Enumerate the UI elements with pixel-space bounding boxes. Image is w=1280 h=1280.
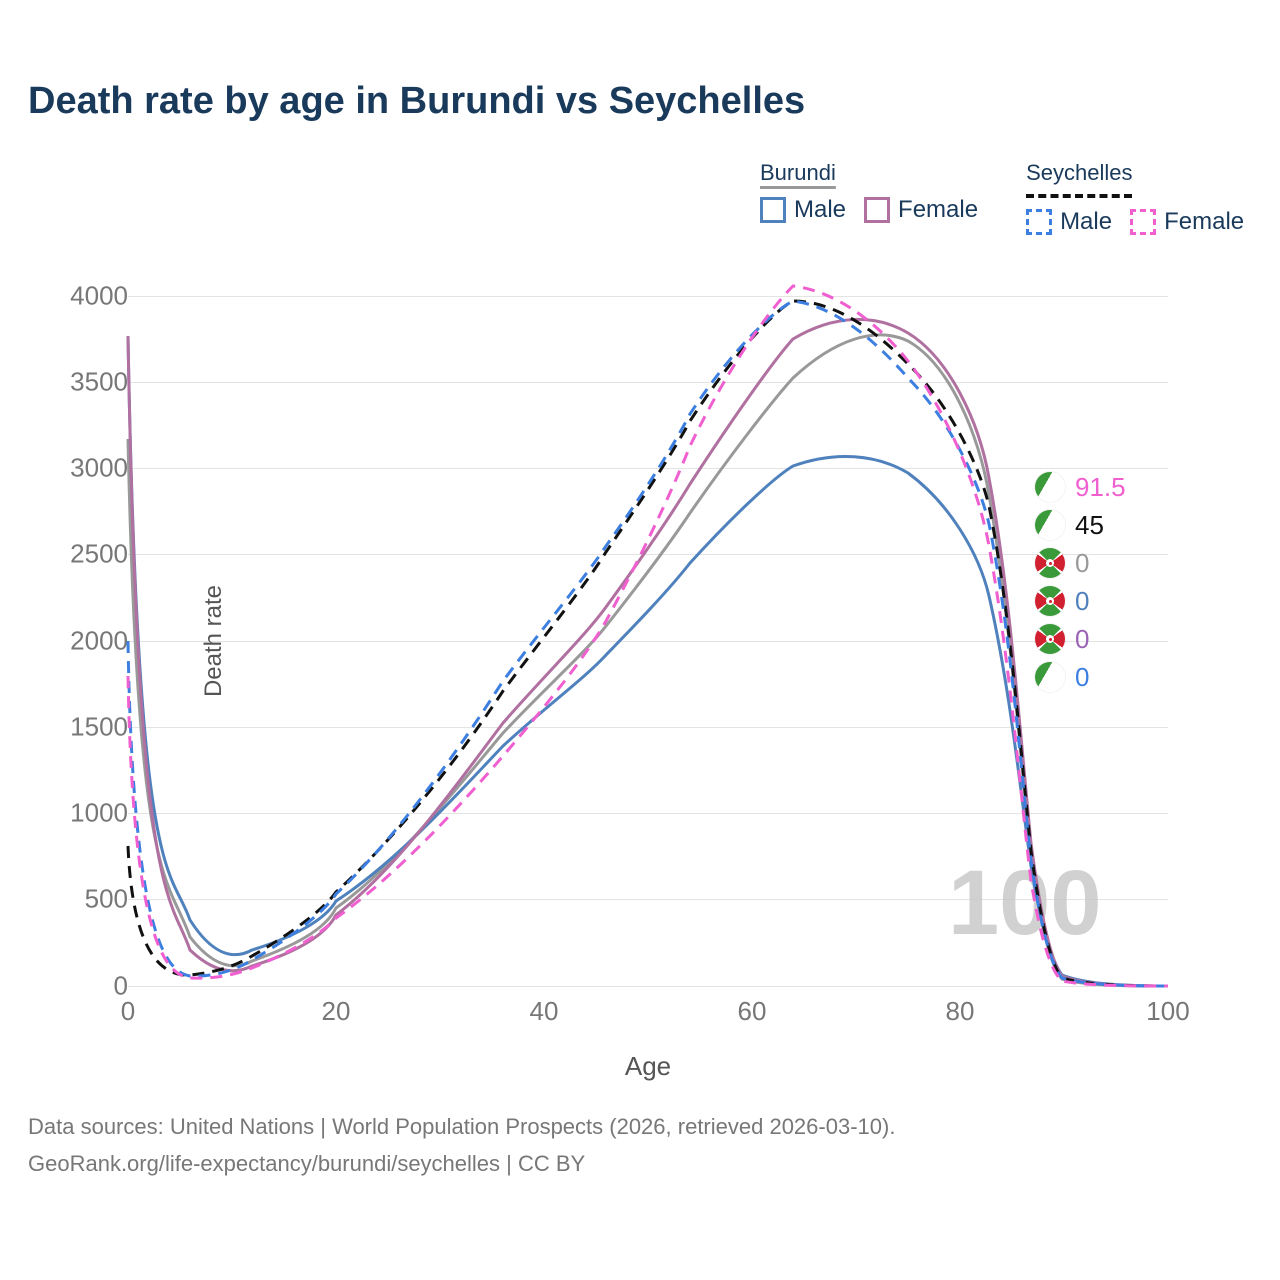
ytick-500: 500	[18, 884, 128, 915]
right-panel: 91.5 45 0 0	[1035, 468, 1126, 696]
flag-icon-burundi-2	[1035, 548, 1065, 578]
ytick-1000: 1000	[18, 798, 128, 829]
flag-icon-seychelles-0	[1035, 472, 1065, 502]
ytick-4000: 4000	[18, 281, 128, 312]
seychelles-female-label: Female	[1164, 208, 1244, 236]
ytick-1500: 1500	[18, 712, 128, 743]
flag-icon-burundi-4	[1035, 624, 1065, 654]
right-legend-value-5: 0	[1075, 662, 1089, 693]
death-rate-lines-svg	[128, 296, 1168, 986]
legend-title-seychelles: Seychelles	[1026, 160, 1132, 198]
legend-group-burundi: Burundi Male Female	[760, 160, 978, 236]
legend-item-burundi-female[interactable]: Female	[864, 196, 978, 224]
footer-text: Data sources: United Nations | World Pop…	[28, 1108, 895, 1183]
burundi-female-label: Female	[898, 196, 978, 224]
right-legend-value-3: 0	[1075, 586, 1089, 617]
right-legend-row-1[interactable]: 45	[1035, 506, 1104, 544]
xtick-0: 0	[98, 996, 158, 1027]
burundi-male-label: Male	[794, 196, 846, 224]
xtick-80: 80	[930, 996, 990, 1027]
ytick-3500: 3500	[18, 367, 128, 398]
ytick-3000: 3000	[18, 453, 128, 484]
chart-title: Death rate by age in Burundi vs Seychell…	[28, 80, 805, 123]
legend-item-seychelles-female[interactable]: Female	[1130, 208, 1244, 236]
ytick-2000: 2000	[18, 626, 128, 657]
legend-group-seychelles: Seychelles Male Female	[1026, 160, 1244, 236]
chart-container: Death rate by age in Burundi vs Seychell…	[0, 0, 1280, 1280]
footer-line1: Data sources: United Nations | World Pop…	[28, 1108, 895, 1145]
footer-line2: GeoRank.org/life-expectancy/burundi/seyc…	[28, 1145, 895, 1182]
right-legend-row-5[interactable]: 0	[1035, 658, 1089, 696]
seychelles-male-swatch[interactable]	[1026, 209, 1052, 235]
right-legend-row-3[interactable]: 0	[1035, 582, 1089, 620]
xtick-60: 60	[722, 996, 782, 1027]
flag-icon-seychelles-5	[1035, 662, 1065, 692]
right-legend-row-2[interactable]: 0	[1035, 544, 1089, 582]
legend-item-seychelles-male[interactable]: Male	[1026, 208, 1112, 236]
xtick-20: 20	[306, 996, 366, 1027]
yaxis-label: Death rate	[200, 585, 228, 697]
legend-item-burundi-male[interactable]: Male	[760, 196, 846, 224]
legend: Burundi Male Female Seychelles Male	[760, 160, 1244, 236]
right-legend-value-4: 0	[1075, 624, 1089, 655]
right-legend-value-2: 0	[1075, 548, 1089, 579]
right-legend-value-0: 91.5	[1075, 472, 1126, 503]
burundi-male-swatch[interactable]	[760, 197, 786, 223]
seychelles-male-label: Male	[1060, 208, 1112, 236]
flag-icon-seychelles-1	[1035, 510, 1065, 540]
plot-area: 4000 3500 3000 2500 2000 1500 1000 500 0…	[128, 296, 1168, 986]
right-legend-value-1: 45	[1075, 510, 1104, 541]
xaxis-label: Age	[625, 1051, 671, 1082]
gridline-0	[128, 986, 1168, 987]
right-legend-row-0[interactable]: 91.5	[1035, 468, 1126, 506]
flag-icon-burundi-3	[1035, 586, 1065, 616]
seychelles-female-swatch[interactable]	[1130, 209, 1156, 235]
burundi-female-swatch[interactable]	[864, 197, 890, 223]
xtick-40: 40	[514, 996, 574, 1027]
right-legend-row-4[interactable]: 0	[1035, 620, 1089, 658]
ytick-2500: 2500	[18, 539, 128, 570]
legend-title-burundi: Burundi	[760, 160, 836, 186]
xtick-100: 100	[1138, 996, 1198, 1027]
